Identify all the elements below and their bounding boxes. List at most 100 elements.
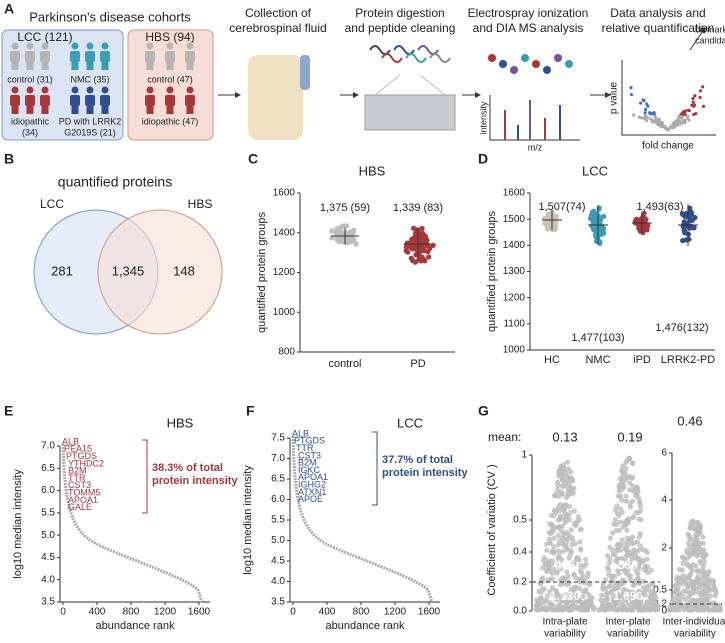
cv-dot: [692, 546, 698, 553]
cv-dot: [630, 514, 636, 520]
cv-dot: [542, 598, 548, 604]
cv-dot: [599, 604, 605, 610]
ion: [565, 60, 573, 68]
volcano-dot: [693, 94, 697, 98]
group-label: control (47): [147, 74, 193, 84]
cv-dot: [607, 535, 614, 541]
cv-dot: [674, 574, 680, 580]
step-title: relative quantification: [602, 21, 715, 35]
y-tick-label: 5.5: [271, 515, 285, 526]
person-head: [11, 86, 19, 94]
peptide: [393, 45, 415, 55]
cv-dot: [613, 521, 619, 528]
cv-dot: [631, 582, 637, 588]
cv-dot: [689, 601, 695, 608]
volcano-dot: [656, 119, 660, 124]
sample-dot: [637, 218, 643, 224]
cv-dot: [598, 597, 604, 603]
protein-label: TOMM5: [68, 487, 100, 497]
cv-dot: [578, 526, 584, 532]
cv-dot: [550, 528, 556, 534]
cv-dot: [547, 568, 553, 574]
cv-dot: [706, 606, 712, 612]
person-body: [70, 51, 80, 62]
protein-label: ALB: [292, 428, 309, 438]
ion: [488, 54, 496, 62]
sample-dot: [601, 213, 607, 220]
sample-dot: [404, 240, 410, 246]
cv-dot: [546, 540, 552, 546]
cv-dot: [577, 567, 584, 574]
peptide: [429, 53, 451, 63]
person-head: [146, 42, 154, 50]
ms-axes: [489, 95, 580, 141]
cv-dot: [630, 483, 636, 489]
person-body: [145, 51, 155, 62]
cv-dot: [559, 476, 565, 482]
y-tick-label: 1000: [503, 345, 526, 356]
cv-dot: [614, 503, 620, 509]
person-legs: [146, 105, 154, 114]
protein-label: CST3: [298, 450, 321, 460]
panel-letter: C: [248, 151, 258, 167]
cv-dot: [686, 544, 693, 551]
y-tick-label: 1600: [503, 188, 526, 199]
funnel: [374, 74, 446, 96]
panel-letter: B: [4, 151, 14, 167]
sample-dot: [686, 236, 692, 242]
panel-letter: D: [478, 151, 488, 167]
cv-dot: [614, 591, 620, 597]
cv-dot: [608, 573, 614, 580]
cv-dot: [573, 521, 580, 527]
group-label: idiopathic (47): [142, 116, 199, 126]
cv-dot: [685, 540, 691, 547]
cv-dot: [582, 589, 589, 595]
person-body: [165, 51, 175, 62]
cv-dot: [570, 560, 576, 566]
protein-label: TTR: [68, 473, 86, 483]
venn-title: quantified proteins: [58, 174, 172, 190]
cv-dot: [610, 606, 617, 612]
cv-dot: [615, 596, 621, 602]
cv-dot: [690, 542, 697, 548]
cv-dot: [667, 607, 673, 613]
y-tick-label: 0.2: [513, 577, 527, 588]
volcano-dot: [632, 113, 636, 117]
cv-dot: [702, 581, 709, 587]
cv-dot: [620, 594, 626, 600]
cv-count: 496: [555, 558, 575, 572]
annotation: 1,339 (83): [393, 202, 443, 214]
cv-dot: [700, 534, 706, 540]
cv-dot: [577, 539, 583, 545]
person-head: [11, 42, 19, 50]
cv-dot: [623, 558, 629, 564]
sample-dot: [351, 227, 357, 233]
cv-dot: [690, 524, 696, 530]
cv-dot: [688, 578, 694, 584]
cohort-title: HBS (94): [145, 30, 194, 44]
person-legs: [101, 61, 109, 70]
cv-dot: [616, 527, 623, 534]
sample-dot: [592, 224, 599, 230]
person-body: [85, 51, 95, 62]
cv-dot: [636, 516, 642, 522]
cv-dot: [602, 597, 608, 603]
cv-dot: [622, 519, 628, 525]
cv-dot: [575, 513, 582, 520]
cv-dot: [581, 563, 587, 569]
cv-dot: [682, 588, 688, 594]
person-legs: [11, 61, 19, 70]
person-body: [185, 51, 195, 62]
cv-dot: [703, 577, 709, 583]
cv-dot: [604, 553, 611, 559]
volcano-dot: [663, 126, 667, 130]
cv-dot: [677, 591, 683, 597]
cv-dot: [701, 559, 707, 565]
sample-dot: [410, 258, 416, 264]
sample-dot: [405, 249, 411, 255]
cv-dot: [570, 537, 576, 543]
y-axis-label: log10 median intensity: [242, 465, 254, 575]
volcano-dot: [666, 128, 670, 132]
cv-dot: [628, 553, 634, 560]
person-body: [100, 51, 110, 62]
